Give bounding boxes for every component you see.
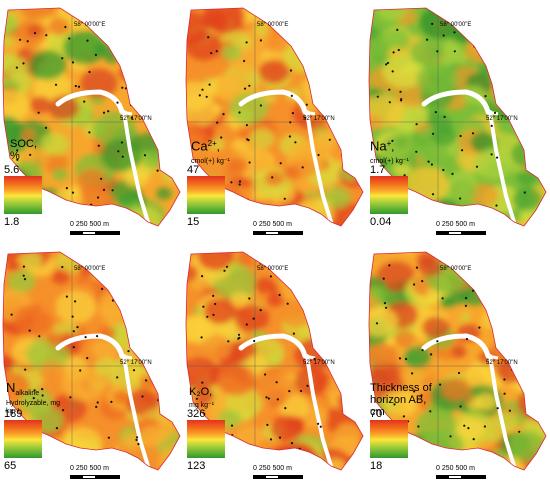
longitude-label: 58° 00'00"E <box>440 22 472 28</box>
legend-min-value: 65 <box>4 460 17 472</box>
scale-bar <box>70 231 120 235</box>
legend-color-ramp <box>370 176 408 214</box>
legend-color-ramp <box>4 420 42 458</box>
scale-label: 0 250 500 m <box>70 465 109 472</box>
legend-min-value: 123 <box>187 460 206 472</box>
latitude-label: 52° 17'00"N <box>120 116 152 122</box>
legend-title-suffix: , <box>391 141 395 154</box>
legend-title-line2: horizon AB, <box>370 394 427 406</box>
legend-title: Na+, cmol(+) kg⁻¹ <box>370 138 409 168</box>
legend-title-text: Na <box>370 138 387 154</box>
legend-max-value: 326 <box>187 408 206 420</box>
legend-unit: cm <box>370 406 385 418</box>
map-panel-ab: 58° 00'00"E 52° 17'00"N 70 18 0 250 500 … <box>366 244 549 487</box>
latitude-label: 52° 17'00"N <box>486 116 518 122</box>
legend-title-sup: + <box>386 139 392 148</box>
map-panel-k: 58° 00'00"E 52° 17'00"N 326 123 0 250 50… <box>183 244 366 487</box>
latitude-label: 52° 17'00"N <box>120 360 152 366</box>
scale-bar <box>253 231 303 235</box>
legend-max-value: 70 <box>370 408 383 420</box>
soil-map-soc <box>2 7 181 227</box>
legend-unit: Hydrolyzable, mg kg⁻¹ <box>6 400 61 416</box>
legend-unit: cmol(+) kg⁻¹ <box>370 157 409 165</box>
longitude-label: 58° 00'00"E <box>257 266 289 272</box>
scale-bar <box>70 475 120 479</box>
legend-min-value: 18 <box>370 460 383 472</box>
legend-max-value: 189 <box>4 408 23 420</box>
latitude-label: 52° 17'00"N <box>303 116 335 122</box>
legend-title-text: SOC, <box>10 138 37 150</box>
scale-label: 0 250 500 m <box>436 221 475 228</box>
map-panel-soc: 58° 00'00"E 52° 17'00"N 5.6 1.8 0 250 50… <box>0 0 183 243</box>
scale-bar <box>253 475 303 479</box>
legend-title-text: Thickness of <box>370 382 432 394</box>
legend-unit: % <box>10 150 20 162</box>
map-panel-na: 58° 00'00"E 52° 17'00"N 1.7 0.04 0 250 5… <box>366 0 549 243</box>
legend-title: Nalkaline Hydrolyzable, mg kg⁻¹ <box>6 380 66 416</box>
map-panel-ca: 58° 00'00"E 52° 17'00"N 47 15 0 250 500 … <box>183 0 366 243</box>
map-panel-n: 58° 00'00"E 52° 17'00"N 189 65 0 250 500… <box>0 244 183 487</box>
legend-min-value: 15 <box>187 216 200 228</box>
legend-title-text: K₂O, <box>189 386 213 398</box>
legend-unit: mg kg⁻¹ <box>189 402 215 409</box>
longitude-label: 58° 00'00"E <box>257 22 289 28</box>
longitude-label: 58° 00'00"E <box>74 266 106 272</box>
legend-color-ramp <box>4 176 42 214</box>
legend-color-ramp <box>370 420 408 458</box>
legend-title-text: Ca <box>191 138 208 154</box>
soil-map-na <box>368 7 547 227</box>
legend-title-text: N <box>6 380 16 395</box>
latitude-label: 52° 17'00"N <box>486 360 518 366</box>
longitude-label: 58° 00'00"E <box>74 22 106 28</box>
legend-min-value: 0.04 <box>370 216 392 228</box>
legend-color-ramp <box>187 420 225 458</box>
legend-title: SOC,% <box>10 138 37 162</box>
scale-bar <box>436 475 486 479</box>
scale-label: 0 250 500 m <box>436 465 475 472</box>
legend-title: Thickness of horizon AB, cm <box>370 382 432 418</box>
legend-unit: cmol(+) kg⁻¹ <box>191 157 230 165</box>
scale-label: 0 250 500 m <box>70 221 109 228</box>
scale-label: 0 250 500 m <box>253 221 292 228</box>
legend-title: Ca2+, cmol(+) kg⁻¹ <box>191 138 230 168</box>
scale-label: 0 250 500 m <box>253 465 292 472</box>
legend-max-value: 1.7 <box>370 164 386 176</box>
longitude-label: 58° 00'00"E <box>440 266 472 272</box>
scale-bar <box>436 231 486 235</box>
legend-color-ramp <box>187 176 225 214</box>
latitude-label: 52° 17'00"N <box>303 360 335 366</box>
legend-max-value: 47 <box>187 164 200 176</box>
legend-title-sup: 2+ <box>207 139 217 148</box>
legend-min-value: 1.8 <box>4 216 20 228</box>
legend-title-sub: alkaline <box>15 390 40 398</box>
legend-max-value: 5.6 <box>4 164 20 176</box>
legend-title-suffix: , <box>216 141 220 154</box>
legend-title: K₂O, mg kg⁻¹ <box>189 386 214 412</box>
